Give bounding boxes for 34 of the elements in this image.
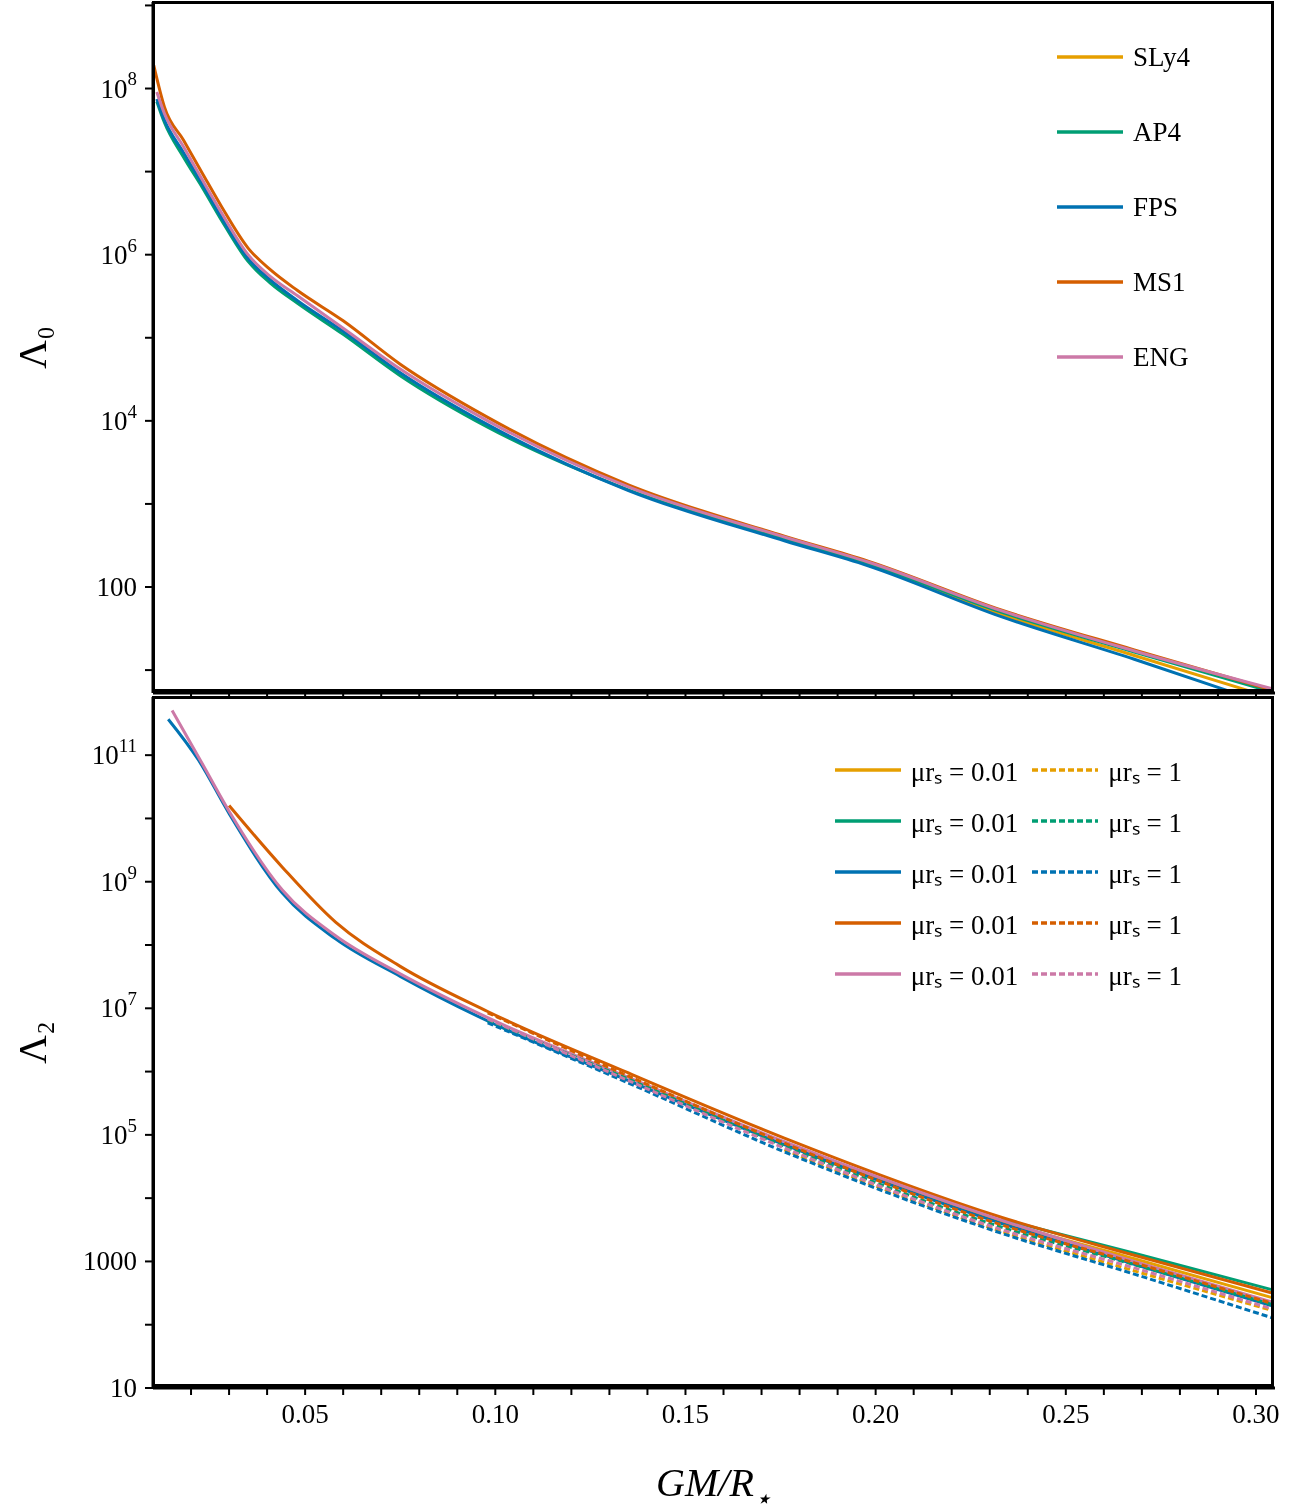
x-tick-label: 0.25 bbox=[1042, 1399, 1090, 1429]
legend-label: μrₛ = 1 bbox=[1108, 755, 1182, 789]
y-axis-title: Λ₀ bbox=[10, 326, 55, 369]
x-tick-label: 0.30 bbox=[1232, 1399, 1280, 1429]
legend-label: μrₛ = 0.01 bbox=[910, 908, 1019, 942]
y-axis-title: Λ₂ bbox=[10, 1021, 55, 1064]
x-tick-label: 0.15 bbox=[661, 1399, 710, 1429]
y-tick-label: 10$^{11}$ bbox=[91, 735, 137, 771]
y-tick-label: 1000 bbox=[83, 1246, 137, 1277]
legend-label: μrₛ = 0.01 bbox=[910, 959, 1019, 993]
legend-label: μrₛ = 1 bbox=[1108, 857, 1182, 891]
x-tick-label: 0.10 bbox=[471, 1399, 519, 1429]
x-tick-label: 0.20 bbox=[852, 1399, 900, 1429]
legend-label: μrₛ = 0.01 bbox=[910, 857, 1019, 891]
legend-label: μrₛ = 0.01 bbox=[910, 755, 1019, 789]
y-tick-label: 10$^{8}$ bbox=[100, 68, 137, 104]
legend-label: AP4 bbox=[1132, 116, 1181, 148]
legend-label: MS1 bbox=[1132, 266, 1186, 298]
legend-label: ENG bbox=[1132, 341, 1189, 373]
legend-label: μrₛ = 1 bbox=[1108, 959, 1182, 993]
y-tick-label: 100 bbox=[96, 572, 137, 603]
y-tick-label: 10$^{7}$ bbox=[100, 988, 137, 1024]
x-tick-label: 0.05 bbox=[281, 1399, 329, 1429]
x-axis-title: GM/R$_{⋆}$ bbox=[656, 1460, 772, 1510]
y-tick-label: 10$^{9}$ bbox=[100, 861, 137, 897]
y-tick-label: 10$^{4}$ bbox=[100, 400, 138, 436]
y-tick-label: 10$^{5}$ bbox=[100, 1114, 137, 1150]
legend-label: μrₛ = 1 bbox=[1108, 908, 1182, 942]
legend-label: SLy4 bbox=[1132, 41, 1190, 73]
legend-label: μrₛ = 0.01 bbox=[910, 806, 1019, 840]
legend-label: μrₛ = 1 bbox=[1108, 806, 1182, 840]
y-tick-label: 10$^{6}$ bbox=[100, 234, 137, 270]
legend-label: FPS bbox=[1132, 191, 1179, 223]
y-tick-label: 10 bbox=[110, 1373, 137, 1403]
